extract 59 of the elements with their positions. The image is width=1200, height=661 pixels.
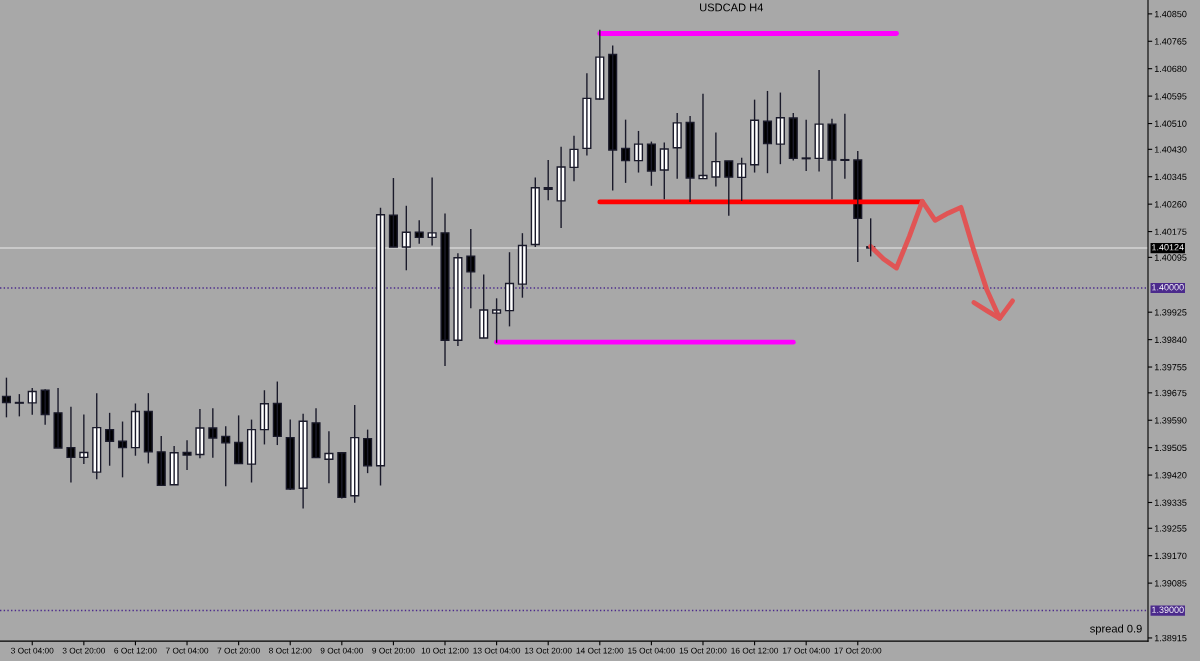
y-tick-label: 1.39840 [1154,336,1187,343]
y-tick-label: 1.39170 [1154,552,1187,560]
y-tick-label: 1.40260 [1154,201,1187,208]
candlestick [479,273,489,339]
y-tick-label: 1.39590 [1154,417,1187,424]
x-tick-label: 9 Oct 04:00 [320,647,364,654]
chart-title: USDCAD H4 [700,3,764,12]
y-tick-label: 1.40430 [1154,146,1187,153]
y-tick-label: 1.40510 [1154,120,1187,127]
y-tick-label: 1.40850 [1154,10,1187,18]
candlestick [492,297,502,344]
y-tick-label: 1.40345 [1154,173,1187,181]
y-tick-label: 1.39420 [1154,472,1187,479]
candlestick [388,177,398,248]
candlestick [53,387,63,449]
y-tick-label: 1.40095 [1154,254,1187,261]
candlestick [659,141,669,201]
x-tick-label: 9 Oct 20:00 [372,647,415,654]
y-tick-label: 1.40680 [1154,65,1187,73]
x-tick-label: 6 Oct 12:00 [114,647,157,654]
x-tick-label: 16 Oct 12:00 [731,647,779,654]
candlestick [14,393,24,418]
x-tick-label: 7 Oct 20:00 [217,647,260,654]
y-tick-label: 1.39925 [1154,309,1187,316]
y-tick-label: 1.39755 [1154,364,1187,371]
y-tick-label: 1.39085 [1154,580,1187,587]
x-tick-label: 13 Oct 04:00 [473,647,521,654]
y-tick-label: 1.40765 [1154,38,1187,45]
y-tick-label: 1.39505 [1154,444,1187,452]
ref-line-label: 1.40000 [1152,284,1184,291]
x-tick-label: 10 Oct 12:00 [421,647,469,654]
candlestick [827,117,837,201]
ref-line-label: 1.40124 [1152,244,1184,251]
y-tick-label: 1.39335 [1154,499,1187,506]
candlestick [595,28,605,101]
y-tick-label: 1.39255 [1154,525,1187,532]
x-tick-label: 17 Oct 20:00 [834,647,882,654]
candlestick [724,160,734,217]
candlestick [646,140,656,187]
x-tick-label: 7 Oct 04:00 [165,647,209,654]
x-tick-label: 14 Oct 12:00 [576,647,624,654]
candlestick [221,425,231,488]
candlestick [182,439,192,471]
annotation: spread 0.9 [1090,624,1142,635]
candlestick [27,387,37,416]
y-tick-label: 1.38915 [1154,634,1187,642]
y-tick-label: 1.40595 [1154,93,1187,100]
x-tick-label: 3 Oct 20:00 [62,647,106,654]
x-tick-label: 15 Oct 20:00 [679,647,727,654]
x-tick-label: 17 Oct 04:00 [782,647,830,654]
ref-line-label: 1.39000 [1152,606,1184,613]
x-tick-label: 15 Oct 04:00 [628,647,675,654]
x-tick-label: 3 Oct 04:00 [11,647,54,654]
y-tick-label: 1.39675 [1154,389,1187,397]
candlestick [543,159,553,201]
x-tick-label: 13 Oct 20:00 [524,647,572,654]
x-tick-label: 8 Oct 12:00 [269,647,312,654]
candlestick [737,157,747,202]
y-tick-label: 1.40175 [1154,228,1187,235]
